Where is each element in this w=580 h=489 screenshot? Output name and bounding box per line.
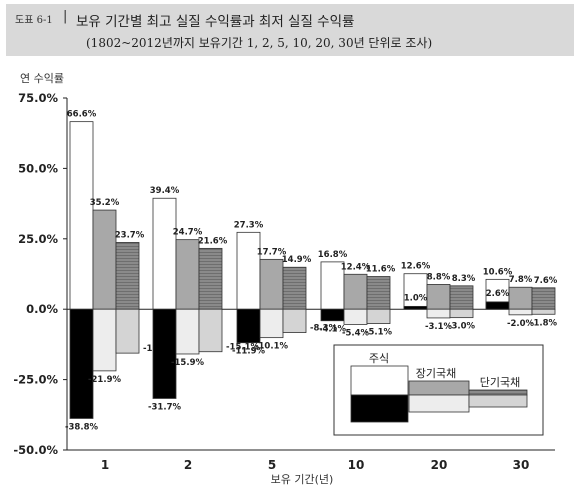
bar-min-stock bbox=[69, 308, 94, 419]
bar-max-short-bond bbox=[449, 285, 474, 310]
x-tick-label: 30 bbox=[513, 458, 530, 472]
bar-min-stock bbox=[152, 308, 177, 399]
x-tick-label: 2 bbox=[184, 458, 192, 472]
data-label: -3.1% bbox=[425, 322, 453, 332]
data-label: -3.0% bbox=[448, 322, 476, 332]
data-label: -10.1% bbox=[255, 342, 288, 352]
legend-label-short-bond: 단기국채 bbox=[480, 376, 520, 389]
data-label: 1.0% bbox=[404, 293, 428, 303]
data-label: -1.8% bbox=[530, 318, 558, 328]
bar-max-short-bond bbox=[282, 266, 307, 310]
data-label: 11.6% bbox=[366, 265, 396, 275]
data-label: -5.4% bbox=[342, 328, 370, 338]
bar-max-long-bond bbox=[508, 286, 533, 310]
bar-min-stock bbox=[320, 308, 345, 322]
data-label: 8.3% bbox=[452, 274, 476, 284]
chart-title: 보유 기간별 최고 실질 수익률과 최저 실질 수익률 bbox=[76, 14, 355, 30]
bar-max-stock bbox=[236, 231, 261, 310]
data-label: 21.6% bbox=[198, 236, 228, 246]
bar-min-stock bbox=[485, 301, 510, 310]
bar-min-long-bond bbox=[175, 308, 200, 355]
bar-min-short-bond bbox=[282, 308, 307, 333]
bar-max-stock bbox=[403, 273, 428, 310]
data-label: 7.8% bbox=[509, 275, 533, 285]
legend-swatch-stock-max bbox=[350, 365, 409, 396]
y-tick-label: 0.0% bbox=[26, 302, 58, 316]
bar-max-short-bond bbox=[115, 242, 140, 310]
data-label: 27.3% bbox=[234, 220, 264, 230]
bar-min-short-bond bbox=[115, 308, 140, 354]
data-label: -8.3% bbox=[310, 324, 338, 334]
legend-swatch-longbond-max bbox=[408, 380, 470, 396]
bar-min-stock bbox=[403, 305, 428, 310]
bar-min-long-bond bbox=[92, 308, 117, 372]
data-label: -31.7% bbox=[148, 402, 181, 412]
data-label: -5.1% bbox=[365, 328, 393, 338]
y-axis-label: 연 수익률 bbox=[20, 72, 64, 85]
x-tick-label: 5 bbox=[268, 458, 276, 472]
data-label: -38.8% bbox=[65, 422, 98, 432]
data-label: -4.1% bbox=[319, 325, 347, 335]
chart-header: 도표 6-1 | 보유 기간별 최고 실질 수익률과 최저 실질 수익률 (18… bbox=[6, 4, 574, 56]
y-tick-label: -50.0% bbox=[13, 443, 58, 457]
data-label: 7.6% bbox=[534, 276, 558, 286]
y-tick-label: 50.0% bbox=[18, 161, 58, 175]
legend-swatch-shortbond-max bbox=[468, 389, 528, 396]
data-label: 16.8% bbox=[318, 250, 348, 260]
bar-min-long-bond bbox=[259, 308, 284, 339]
bar-max-short-bond bbox=[366, 276, 391, 310]
data-label: -2.0% bbox=[507, 319, 535, 329]
data-label: 66.6% bbox=[67, 110, 97, 120]
bar-min-long-bond bbox=[508, 308, 533, 316]
data-label: -21.9% bbox=[88, 375, 121, 385]
bar-max-long-bond bbox=[259, 258, 284, 310]
data-label: 12.4% bbox=[341, 262, 371, 272]
data-label: 8.8% bbox=[427, 272, 451, 282]
bar-max-stock bbox=[152, 197, 177, 310]
legend-swatch-stock-min bbox=[350, 394, 409, 423]
data-label: 14.9% bbox=[282, 255, 312, 265]
bar-max-short-bond bbox=[531, 287, 556, 310]
x-tick-label: 10 bbox=[348, 458, 365, 472]
data-label: -15.9% bbox=[171, 358, 204, 368]
data-label: -15.1% bbox=[226, 343, 259, 353]
figure-label: 도표 6-1 bbox=[15, 15, 53, 26]
bar-min-long-bond bbox=[426, 308, 451, 319]
y-tick-label: -25.0% bbox=[13, 373, 58, 387]
y-tick-label: 25.0% bbox=[18, 232, 58, 246]
data-label: 10.6% bbox=[483, 267, 513, 277]
data-label: 2.6% bbox=[486, 289, 510, 299]
title-divider: | bbox=[63, 9, 68, 24]
bar-max-short-bond bbox=[198, 247, 223, 310]
x-axis-label: 보유 기간(년) bbox=[271, 473, 334, 486]
data-label: 17.7% bbox=[257, 247, 287, 257]
bar-min-short-bond bbox=[366, 308, 391, 324]
legend-label-long-bond: 장기국채 bbox=[416, 367, 456, 380]
x-tick-label: 1 bbox=[101, 458, 109, 472]
data-label: 12.6% bbox=[401, 262, 431, 272]
bar-min-short-bond bbox=[198, 308, 223, 353]
bar-max-long-bond bbox=[343, 273, 368, 310]
bar-max-long-bond bbox=[175, 239, 200, 310]
data-label: 39.4% bbox=[150, 186, 180, 196]
bar-min-short-bond bbox=[531, 308, 556, 315]
data-label: 35.2% bbox=[90, 198, 120, 208]
bar-min-short-bond bbox=[449, 308, 474, 319]
bar-max-long-bond bbox=[92, 209, 117, 310]
legend-label-stock: 주식 bbox=[369, 352, 389, 365]
x-tick-label: 20 bbox=[431, 458, 448, 472]
data-label: 24.7% bbox=[173, 228, 203, 238]
y-tick-label: 75.0% bbox=[18, 91, 58, 105]
bar-min-stock bbox=[236, 308, 261, 344]
legend-swatch-longbond-min bbox=[408, 394, 470, 413]
data-label: -11.9% bbox=[232, 347, 265, 357]
chart-subtitle: (1802~2012년까지 보유기간 1, 2, 5, 10, 20, 30년 … bbox=[86, 36, 433, 50]
bar-max-long-bond bbox=[426, 284, 451, 310]
data-label: 23.7% bbox=[115, 230, 145, 240]
bar-min-long-bond bbox=[343, 308, 368, 325]
bar-max-stock bbox=[69, 121, 94, 310]
legend-swatch-shortbond-min bbox=[468, 394, 528, 408]
